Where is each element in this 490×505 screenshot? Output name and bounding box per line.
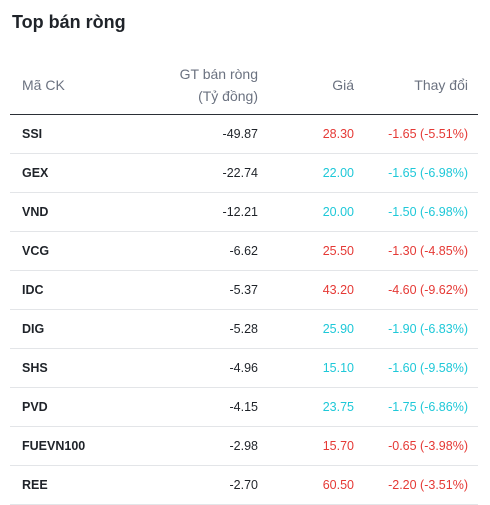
column-header-net-sell-value-line2: (Tỷ đồng) xyxy=(198,88,258,104)
change-cell: -1.50 (-6.98%) xyxy=(364,192,478,232)
net-sell-value-cell: -2.98 xyxy=(118,426,268,466)
net-sell-table: Mã CK GT bán ròng (Tỷ đồng) Giá Thay đổi… xyxy=(10,56,478,505)
symbol-cell[interactable]: SSI xyxy=(10,114,118,154)
price-cell: 22.00 xyxy=(268,153,364,193)
symbol-cell[interactable]: SHS xyxy=(10,348,118,388)
net-sell-value-cell: -2.70 xyxy=(118,465,268,505)
change-cell: -4.60 (-9.62%) xyxy=(364,270,478,310)
column-header-symbol[interactable]: Mã CK xyxy=(10,56,118,115)
change-cell: -2.20 (-3.51%) xyxy=(364,465,478,505)
change-cell: -1.90 (-6.83%) xyxy=(364,309,478,349)
price-cell: 60.50 xyxy=(268,465,364,505)
table-body: SSI -49.87 28.30 -1.65 (-5.51%) GEX -22.74 22.… xyxy=(10,114,478,505)
header-row: Mã CK GT bán ròng (Tỷ đồng) Giá Thay đổi xyxy=(10,56,478,115)
price-cell: 25.50 xyxy=(268,231,364,271)
table-row[interactable]: IDC -5.37 43.20 -4.60 (-9.62%) xyxy=(10,270,478,310)
symbol-cell[interactable]: FUEVN100 xyxy=(10,426,118,466)
widget-title: Top bán ròng xyxy=(12,12,126,32)
table-row[interactable]: VCG -6.62 25.50 -1.30 (-4.85%) xyxy=(10,231,478,271)
net-sell-value-cell: -4.15 xyxy=(118,387,268,427)
symbol-cell[interactable]: GEX xyxy=(10,153,118,193)
column-header-change[interactable]: Thay đổi xyxy=(364,56,478,115)
column-header-price[interactable]: Giá xyxy=(268,56,364,115)
net-sell-value-cell: -6.62 xyxy=(118,231,268,271)
table-row[interactable]: REE -2.70 60.50 -2.20 (-3.51%) xyxy=(10,465,478,505)
price-cell: 25.90 xyxy=(268,309,364,349)
change-cell: -1.65 (-5.51%) xyxy=(364,114,478,154)
column-header-net-sell-value[interactable]: GT bán ròng (Tỷ đồng) xyxy=(118,56,268,115)
price-cell: 15.10 xyxy=(268,348,364,388)
symbol-cell[interactable]: DIG xyxy=(10,309,118,349)
net-sell-value-cell: -5.37 xyxy=(118,270,268,310)
symbol-cell[interactable]: IDC xyxy=(10,270,118,310)
symbol-cell[interactable]: VND xyxy=(10,192,118,232)
net-sell-value-cell: -5.28 xyxy=(118,309,268,349)
symbol-cell[interactable]: REE xyxy=(10,465,118,505)
net-sell-value-cell: -4.96 xyxy=(118,348,268,388)
change-cell: -1.65 (-6.98%) xyxy=(364,153,478,193)
net-sell-value-cell: -12.21 xyxy=(118,192,268,232)
table-row[interactable]: FUEVN100 -2.98 15.70 -0.65 (-3.98%) xyxy=(10,426,478,466)
table-header: Mã CK GT bán ròng (Tỷ đồng) Giá Thay đổi xyxy=(10,56,478,115)
change-cell: -1.30 (-4.85%) xyxy=(364,231,478,271)
price-cell: 43.20 xyxy=(268,270,364,310)
net-sell-value-cell: -49.87 xyxy=(118,114,268,154)
price-cell: 20.00 xyxy=(268,192,364,232)
table-row[interactable]: GEX -22.74 22.00 -1.65 (-6.98%) xyxy=(10,153,478,193)
table-row[interactable]: DIG -5.28 25.90 -1.90 (-6.83%) xyxy=(10,309,478,349)
net-sell-value-cell: -22.74 xyxy=(118,153,268,193)
table-row[interactable]: VND -12.21 20.00 -1.50 (-6.98%) xyxy=(10,192,478,232)
change-cell: -1.60 (-9.58%) xyxy=(364,348,478,388)
price-cell: 28.30 xyxy=(268,114,364,154)
change-cell: -0.65 (-3.98%) xyxy=(364,426,478,466)
price-cell: 23.75 xyxy=(268,387,364,427)
change-cell: -1.75 (-6.86%) xyxy=(364,387,478,427)
column-header-net-sell-value-line1: GT bán ròng xyxy=(179,66,258,82)
table-row[interactable]: PVD -4.15 23.75 -1.75 (-6.86%) xyxy=(10,387,478,427)
symbol-cell[interactable]: PVD xyxy=(10,387,118,427)
price-cell: 15.70 xyxy=(268,426,364,466)
table-row[interactable]: SSI -49.87 28.30 -1.65 (-5.51%) xyxy=(10,114,478,154)
symbol-cell[interactable]: VCG xyxy=(10,231,118,271)
table-row[interactable]: SHS -4.96 15.10 -1.60 (-9.58%) xyxy=(10,348,478,388)
